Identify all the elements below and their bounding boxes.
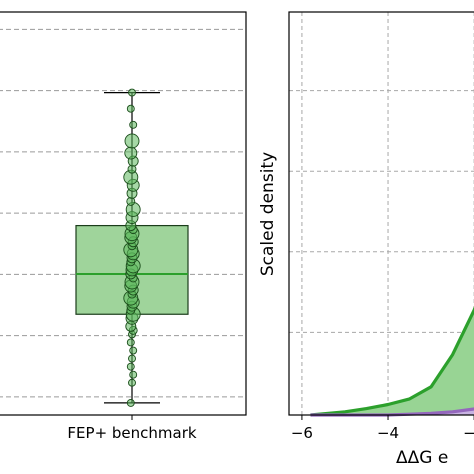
right-x-tick-label: −4 bbox=[377, 424, 399, 442]
box-point bbox=[129, 346, 138, 355]
box-point bbox=[128, 378, 136, 387]
right-x-axis-title: ΔΔG e bbox=[396, 448, 448, 468]
box-panel: FEP+ benchmark bbox=[0, 11, 247, 442]
box-point bbox=[126, 362, 135, 371]
density-areas bbox=[310, 305, 474, 417]
box-point bbox=[129, 120, 138, 129]
box-point bbox=[128, 88, 136, 97]
right-gridlines bbox=[289, 12, 474, 415]
right-plot-frame bbox=[288, 11, 474, 416]
right-x-ticks: −6 −4 −2 bbox=[291, 415, 474, 442]
box-points bbox=[123, 88, 141, 407]
box-point bbox=[124, 133, 140, 149]
left-gridlines bbox=[0, 28, 246, 398]
box-point bbox=[128, 354, 136, 363]
right-x-tick-label: −6 bbox=[291, 424, 313, 442]
right-x-tick-label: −2 bbox=[463, 424, 474, 442]
density-panel: −6 −4 −2 Scaled density ΔΔG e bbox=[258, 11, 474, 468]
left-plot-frame bbox=[0, 11, 247, 416]
box-point bbox=[126, 338, 135, 347]
density-line bbox=[310, 305, 474, 417]
density-area-fill bbox=[310, 310, 474, 415]
box-point bbox=[129, 370, 138, 379]
box-point bbox=[126, 398, 135, 407]
box-point bbox=[126, 104, 135, 113]
right-y-axis-title: Scaled density bbox=[258, 152, 278, 276]
box-point bbox=[124, 146, 138, 160]
left-category-label: FEP+ benchmark bbox=[67, 424, 196, 442]
